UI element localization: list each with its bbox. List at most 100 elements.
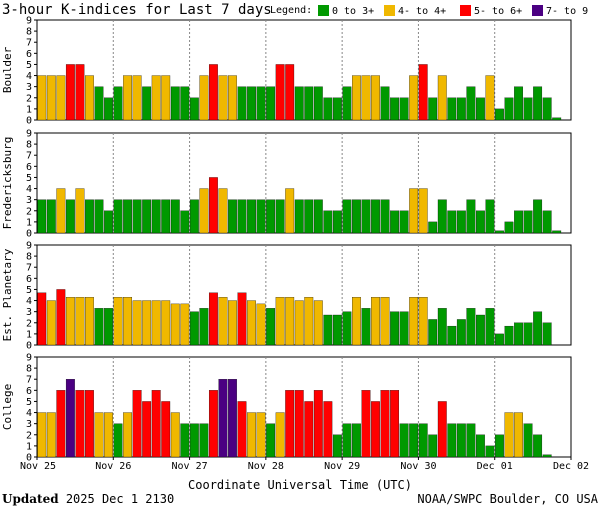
k-index-bar (552, 230, 562, 234)
k-index-bar (151, 390, 161, 458)
k-index-bar (523, 322, 533, 346)
k-index-bar (151, 75, 161, 121)
k-index-bar (123, 412, 133, 458)
x-tick-label: Nov 26 (95, 461, 131, 470)
k-index-bar (390, 210, 400, 234)
k-index-bar (94, 86, 104, 121)
k-index-bar (495, 108, 504, 121)
k-index-bar (495, 230, 504, 234)
k-index-bar (247, 412, 256, 458)
k-index-bar (304, 199, 314, 234)
k-index-bar (371, 199, 380, 234)
y-tick-label: 6 (26, 386, 32, 397)
k-index-bar (552, 117, 562, 121)
k-index-bar (418, 423, 428, 458)
k-index-bar (256, 412, 266, 458)
k-index-bar (294, 300, 304, 346)
legend-item-label: 0 to 3+ (332, 6, 375, 17)
x-tick-label: Dec 02 (553, 461, 589, 470)
k-index-bar (37, 412, 47, 458)
k-index-bar (46, 199, 56, 234)
k-index-bar (65, 379, 75, 458)
k-index-bar (180, 86, 190, 121)
k-index-bar (46, 75, 56, 121)
y-tick-label: 2 (26, 318, 32, 329)
k-index-bar (151, 199, 161, 234)
k-index-bar (313, 300, 323, 346)
k-index-bar (437, 199, 447, 234)
k-index-bar (323, 97, 333, 121)
k-index-bar (428, 221, 438, 234)
y-tick-label: 8 (26, 140, 32, 151)
y-tick-label: 3 (26, 195, 32, 206)
x-tick-label: Nov 25 (20, 461, 56, 470)
y-tick-label: 1 (26, 329, 32, 340)
k-index-bar (504, 97, 514, 121)
k-index-bar (342, 86, 352, 121)
k-index-bar (123, 199, 133, 234)
k-index-bar (447, 423, 457, 458)
k-index-bar (323, 314, 333, 346)
k-index-bar (275, 64, 285, 121)
k-index-bar (542, 97, 552, 121)
k-index-bar (313, 390, 323, 458)
k-index-bar (123, 297, 133, 346)
k-index-bar (199, 188, 209, 234)
x-axis-label: Coordinate Universal Time (UTC) (188, 478, 412, 492)
k-index-bar (94, 199, 104, 234)
k-index-bar (456, 319, 466, 346)
k-index-bar (46, 412, 56, 458)
k-index-bar (199, 75, 209, 121)
k-index-bar (113, 423, 123, 458)
k-index-bar (65, 199, 75, 234)
k-index-bar (266, 86, 276, 121)
k-index-bar (75, 297, 85, 346)
k-index-bar (199, 423, 209, 458)
k-index-bar (514, 86, 523, 121)
k-index-bar (132, 390, 142, 458)
k-index-bar (113, 199, 123, 234)
k-index-bar (485, 445, 495, 458)
k-index-bar (104, 97, 113, 121)
y-tick-label: 6 (26, 162, 32, 173)
k-index-bar (189, 311, 199, 346)
k-index-bar (475, 97, 485, 121)
k-index-bar (237, 86, 247, 121)
y-tick-label: 7 (26, 263, 32, 274)
y-tick-label: 3 (26, 307, 32, 318)
k-index-bar (161, 75, 171, 121)
legend-label: Legend: (270, 5, 313, 16)
y-tick-label: 5 (26, 60, 32, 71)
k-index-bar (104, 210, 113, 234)
k-index-bar (380, 86, 390, 121)
k-index-bar (371, 297, 380, 346)
k-index-bar (132, 199, 142, 234)
k-index-bar (523, 423, 533, 458)
k-index-bar (228, 199, 237, 234)
k-index-bar (533, 86, 543, 121)
k-index-bar (142, 401, 152, 458)
y-tick-label: 6 (26, 274, 32, 285)
k-index-bar (56, 289, 66, 346)
k-index-bar (65, 64, 75, 121)
k-index-bar (361, 308, 371, 346)
y-tick-label: 3 (26, 419, 32, 430)
k-index-bar (447, 97, 457, 121)
k-index-bar (266, 423, 276, 458)
x-tick-label: Nov 28 (248, 461, 284, 470)
k-index-bar (46, 300, 56, 346)
y-tick-label: 5 (26, 173, 32, 184)
k-index-bar (199, 308, 209, 346)
k-index-bar (142, 86, 152, 121)
k-index-bar (447, 325, 457, 346)
k-index-bar (218, 379, 228, 458)
k-index-bar (437, 75, 447, 121)
k-index-bar (85, 199, 94, 234)
k-index-bar (142, 300, 152, 346)
k-index-bar (466, 86, 476, 121)
k-index-bar (428, 319, 438, 346)
k-index-bar (399, 97, 409, 121)
k-index-bar (542, 322, 552, 346)
y-tick-label: 8 (26, 364, 32, 375)
k-index-bar (342, 423, 352, 458)
